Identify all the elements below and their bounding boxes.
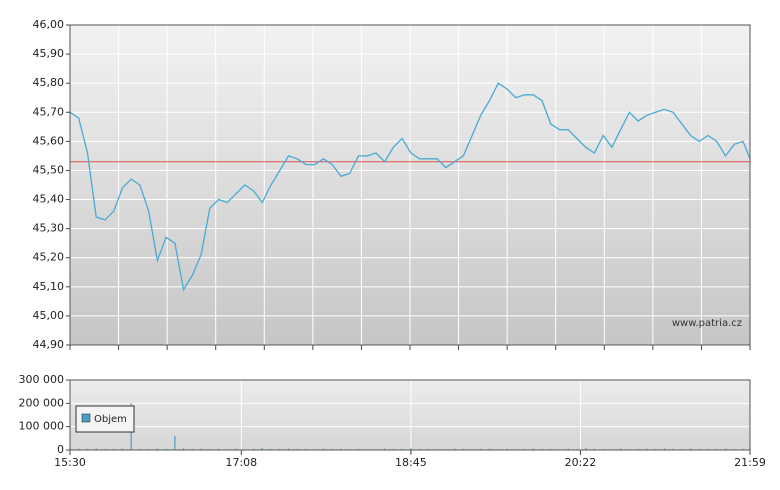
legend-swatch [81,413,91,423]
y-tick-label: 45,20 [33,251,65,264]
volume-bar [139,448,141,450]
volume-bar [567,448,569,450]
y-tick-label: 45,00 [33,309,65,322]
volume-bar [235,448,237,450]
y-tick-label: 45,60 [33,134,65,147]
legend-label: Objem [94,414,127,425]
volume-bar [427,448,429,450]
volume-bar [113,448,115,450]
volume-bar [480,448,482,450]
y-tick-label: 45,40 [33,193,65,206]
volume-bar [585,448,587,450]
volume-bar [305,448,307,450]
volume-bar [689,448,692,450]
volume-bar [716,448,718,450]
x-tick-label: 15:30 [54,456,86,469]
volume-plot [70,380,750,450]
volume-bar [183,448,185,450]
volume-bar [384,448,386,450]
volume-bar [121,448,124,450]
x-tick-label: 20:22 [565,456,597,469]
y-tick-label: 46,00 [33,18,65,31]
y-tick-label: 44,90 [33,338,65,351]
plot-border [69,24,751,346]
y-tick-label: 200 000 [19,396,65,409]
volume-bar [637,448,639,450]
volume-bar [506,448,508,450]
volume-bar [620,448,622,450]
volume-bar [724,448,727,450]
price-line [69,82,751,292]
volume-bar [462,448,464,450]
volume-bar [698,448,700,450]
volume-bar [410,448,412,450]
volume-bar [86,448,89,450]
volume-bar [541,448,543,450]
volume-bar [357,448,360,450]
watermark: www.patria.cz [672,318,742,329]
x-tick-label: 17:08 [225,456,257,469]
x-tick-label: 18:45 [395,456,427,469]
plot-border [69,379,751,451]
x-tick-label: 21:59 [734,456,766,469]
volume-bar [217,448,220,450]
y-tick-label: 45,30 [33,222,65,235]
volume-bar [261,448,263,450]
y-tick-label: 100 000 [19,420,65,433]
volume-bar [742,448,744,450]
volume-bar [488,448,491,450]
volume-bar [165,448,167,450]
volume-bar [401,448,403,450]
volume-bar [663,448,665,450]
volume-bar [322,448,325,450]
y-tick-label: 0 [57,443,64,456]
y-tick-label: 45,70 [33,105,65,118]
y-tick-label: 45,80 [33,76,65,89]
y-tick-label: 300 000 [19,373,65,386]
volume-bar [95,448,97,450]
volume-bar [156,448,159,450]
volume-bar [672,448,674,450]
y-tick-label: 45,50 [33,163,65,176]
volume-bar [200,448,202,450]
volume-bar [593,448,596,450]
volume-bar [174,436,176,450]
volume-bar [279,448,281,450]
legend: Objem [75,405,135,433]
volume-bar [287,448,290,450]
y-tick-label: 45,90 [33,47,65,60]
volume-bar [340,448,342,450]
volume-bar [532,448,534,450]
volume-bar [78,448,80,450]
volume-bar [191,448,193,450]
y-tick-label: 45,10 [33,280,65,293]
volume-bar [646,448,648,450]
volume-bar [252,448,255,450]
volume-bar [453,448,456,450]
